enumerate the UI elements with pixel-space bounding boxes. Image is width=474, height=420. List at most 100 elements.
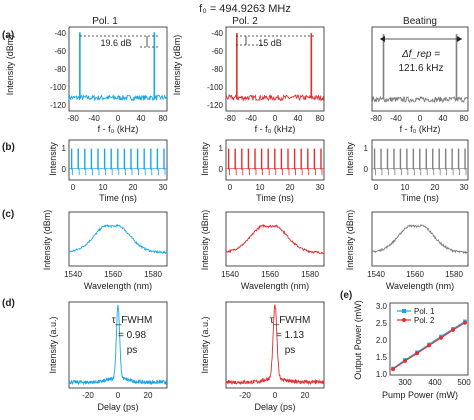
panel-e-legend: Pol. 1 Pol. 2 [397, 307, 435, 325]
panel-a1: Pol. 1 Intensity (dBm) -40 -60 -80 -100 … [5, 16, 168, 134]
xtick: 20 [129, 183, 138, 192]
xtick: 40 [137, 114, 146, 123]
legend-marker-pol2 [402, 318, 406, 322]
panel-b1-xlabel: Time (ns) [99, 193, 137, 203]
xtick: 0 [273, 114, 278, 123]
panel-c2-plot [225, 224, 325, 255]
panel-d2-annotation-line1: τ_FWHM [270, 315, 311, 326]
panel-a1-frame [68, 26, 168, 112]
xtick: 0 [273, 391, 278, 400]
panel-c1-ylabel: Intensity (dBm) [42, 210, 52, 271]
xtick: 0 [116, 114, 121, 123]
panel-a2-annotation: 15 dB [258, 38, 282, 48]
panel-d2-annotation-line3: ps [285, 345, 296, 356]
ytick: 2.5 [376, 319, 388, 328]
panel-a2-frame [225, 26, 325, 112]
panel-d1-annotation-line3: ps [127, 345, 138, 356]
xtick: 300 [398, 378, 412, 387]
xtick: 30 [460, 183, 469, 192]
panel-b1: Intensity 1 0 0 10 20 30 Time (ns) [48, 139, 168, 203]
xtick: 1540 [367, 270, 385, 279]
xtick: 400 [428, 378, 442, 387]
xtick: 0 [418, 114, 423, 123]
panel-c2-frame [225, 211, 325, 267]
panel-a1-xticks: -80 -40 0 40 80 [67, 114, 168, 123]
panel-a1-title: Pol. 1 [92, 16, 118, 27]
panel-d2-ylabel: Intensity (a.u.) [200, 316, 210, 373]
ytick: -40 [211, 29, 223, 38]
panel-b3-xlabel: Time (ns) [401, 193, 439, 203]
panel-c3-xlabel: Wavelength (nm) [386, 281, 454, 291]
xtick: 40 [439, 114, 448, 123]
panel-a2-xlabel: f - f₀ (kHz) [255, 124, 296, 134]
panel-c1: Intensity (dBm) 1540 1560 1580 Wavelengt… [42, 210, 168, 291]
xtick: 80 [460, 114, 469, 123]
ytick: 0 [364, 165, 369, 174]
xtick: 0 [71, 183, 76, 192]
panel-e: (e) Output Power (mW) 1.0 1.5 2.0 2.5 3.… [340, 290, 471, 400]
panel-e-label: (e) [340, 290, 352, 301]
panel-d2-plot [225, 304, 325, 385]
xtick: -20 [239, 391, 251, 400]
panel-d1-xlabel: Delay (ps) [97, 402, 138, 412]
panel-a3-xticks: -80 -40 0 40 80 [370, 114, 469, 123]
xtick: 10 [256, 183, 265, 192]
xtick: -40 [245, 114, 257, 123]
panel-a2-xticks: -80 -40 0 40 80 [224, 114, 325, 123]
ytick: -100 [207, 83, 224, 92]
data-point [391, 367, 395, 372]
xtick: 1580 [144, 270, 162, 279]
xtick: 10 [401, 183, 410, 192]
ytick: -60 [211, 47, 223, 56]
panel-c1-xlabel: Wavelength (nm) [84, 281, 152, 291]
xtick: 30 [159, 183, 168, 192]
xtick: 0 [116, 391, 121, 400]
data-point [463, 320, 467, 325]
row-b-label: (b) [2, 142, 15, 153]
ytick: 1 [219, 144, 224, 153]
panel-d1-ylabel: Intensity (a.u.) [48, 316, 58, 373]
panel-d2-xlabel: Delay (ps) [254, 402, 295, 412]
panel-c3-plot [371, 223, 469, 255]
panel-a3-xlabel: f - f₀ (kHz) [400, 124, 441, 134]
panel-d2: Intensity (a.u.) τ_FWHM = 1.13 ps -20 0 … [200, 301, 325, 412]
optical-spectrum-trace [225, 224, 325, 255]
noise-floor-trace [68, 93, 168, 102]
ytick: -120 [207, 101, 224, 110]
ytick: 2.0 [376, 336, 388, 345]
xtick: 1580 [445, 270, 463, 279]
xtick: -80 [224, 114, 236, 123]
panel-b2-plot [226, 148, 324, 176]
panel-a3-annotation-line1: Δf_rep = [401, 49, 440, 60]
panel-e-ylabel: Output Power (mW) [353, 300, 363, 380]
panel-b2: Intensity 1 0 0 10 20 30 Time (ns) [200, 139, 325, 203]
noise-floor-trace [371, 95, 469, 104]
panel-e-plot [391, 319, 467, 372]
xtick: 20 [431, 183, 440, 192]
xtick: 20 [286, 183, 295, 192]
data-point [415, 351, 419, 356]
optical-spectrum-trace [371, 223, 469, 255]
panel-a3: Beating Δf_rep = 121.6 kHz -80 -40 0 40 … [370, 16, 469, 134]
ytick: 0 [219, 165, 224, 174]
ytick: -120 [50, 101, 67, 110]
data-point [451, 328, 455, 332]
optical-spectrum-trace [68, 223, 168, 255]
autocorrelation-trace [68, 304, 168, 386]
xtick: -80 [370, 114, 382, 123]
panel-b2-ylabel: Intensity [200, 142, 210, 176]
panel-c2-xlabel: Wavelength (nm) [241, 281, 309, 291]
ytick: -40 [54, 29, 66, 38]
panel-b1-plot [69, 148, 167, 176]
panel-b2-xlabel: Time (ns) [256, 193, 294, 203]
panel-d1-annotation-line1: τ_FWHM [112, 315, 153, 326]
ytick: 0 [62, 165, 67, 174]
xtick: 40 [294, 114, 303, 123]
legend-label-pol2: Pol. 2 [414, 316, 435, 325]
figure-title: f₀ = 494.9263 MHz [199, 3, 291, 15]
xtick: 80 [316, 114, 325, 123]
panel-c2-ylabel: Intensity (dBm) [200, 210, 210, 271]
panel-c1-frame [68, 211, 168, 267]
xtick: -20 [82, 391, 94, 400]
